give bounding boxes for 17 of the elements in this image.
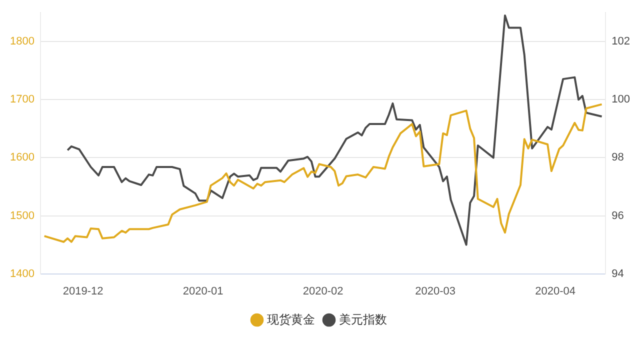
y2-tick-label: 100 (612, 94, 630, 106)
legend-label: 现货黄金 (267, 312, 315, 326)
y2-tick-label: 94 (612, 268, 624, 280)
y-tick-label: 1600 (10, 152, 34, 164)
y-tick-label: 1500 (10, 210, 34, 222)
x-tick-label: 2020-01 (182, 285, 224, 298)
y2-tick-label: 98 (612, 152, 624, 164)
y2-tick-label: 102 (612, 36, 630, 48)
x-tick-label: 2019-12 (62, 285, 104, 298)
y-tick-label: 1800 (10, 36, 34, 48)
x-tick-label: 2020-04 (535, 285, 576, 298)
legend-label: 美元指数 (339, 312, 387, 326)
x-tick-label: 2020-03 (415, 285, 456, 298)
x-tick-label: 2020-02 (302, 285, 344, 298)
y2-tick-label: 96 (612, 210, 624, 222)
y-tick-label: 1700 (10, 94, 34, 106)
y-tick-label: 1400 (10, 268, 34, 280)
